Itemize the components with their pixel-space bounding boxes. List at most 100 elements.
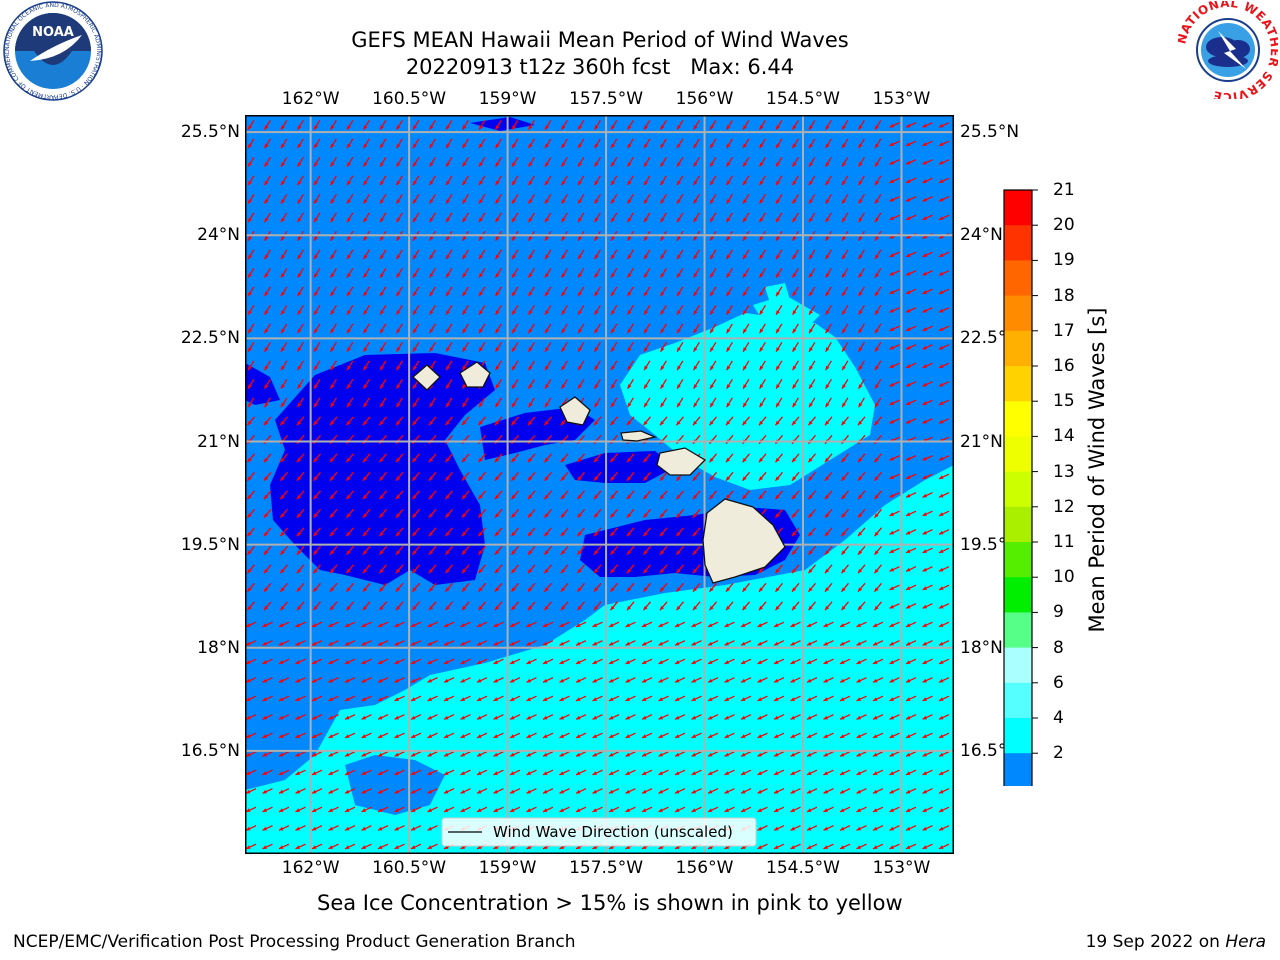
direction-arrow-head bbox=[446, 328, 450, 334]
direction-arrow-head bbox=[528, 273, 533, 278]
direction-arrow-head bbox=[544, 568, 549, 574]
direction-arrow-head bbox=[264, 457, 269, 463]
field-lt2s-north bbox=[470, 117, 535, 131]
direction-arrow-head bbox=[726, 199, 731, 204]
direction-arrow-head bbox=[592, 697, 597, 701]
direction-arrow-head bbox=[510, 771, 515, 775]
direction-arrow-head bbox=[412, 476, 417, 481]
direction-arrow-head bbox=[792, 384, 797, 389]
direction-arrow-head bbox=[825, 125, 830, 130]
direction-arrow-head bbox=[297, 328, 302, 334]
direction-arrow-head bbox=[561, 162, 566, 167]
direction-arrow-head bbox=[825, 199, 830, 204]
direction-arrow-head bbox=[642, 752, 647, 757]
direction-arrow-head bbox=[677, 347, 681, 352]
direction-arrow-head bbox=[906, 586, 911, 590]
direction-arrow-head bbox=[627, 476, 632, 481]
direction-arrow-head bbox=[347, 254, 351, 260]
direction-arrow-head bbox=[906, 456, 911, 461]
direction-arrow-head bbox=[279, 678, 284, 683]
direction-arrow-head bbox=[262, 789, 267, 794]
direction-arrow-head bbox=[774, 752, 779, 757]
direction-arrow-head bbox=[922, 364, 927, 368]
direction-arrow-head bbox=[462, 457, 467, 463]
direction-arrow-head bbox=[559, 752, 564, 757]
direction-arrow-head bbox=[394, 715, 399, 720]
colorbar-tick-label: 8 bbox=[1053, 637, 1064, 658]
direction-arrow-head bbox=[743, 162, 747, 167]
direction-arrow-head bbox=[493, 789, 498, 794]
direction-arrow-head bbox=[759, 476, 764, 481]
lat-tick-label: 25.5°N bbox=[180, 122, 240, 143]
direction-arrow-head bbox=[445, 587, 450, 592]
direction-arrow-head bbox=[330, 605, 335, 611]
direction-arrow-head bbox=[710, 143, 714, 149]
direction-arrow-head bbox=[660, 365, 665, 371]
direction-arrow-head bbox=[856, 789, 861, 794]
direction-arrow-head bbox=[330, 199, 335, 204]
direction-arrow-head bbox=[675, 789, 680, 794]
hawaiian-islands bbox=[412, 361, 786, 584]
direction-arrow-head bbox=[328, 771, 333, 775]
direction-arrow-head bbox=[576, 641, 581, 646]
direction-arrow-head bbox=[313, 605, 318, 611]
direction-arrow-head bbox=[759, 162, 764, 167]
colorbar-tick-label: 9 bbox=[1053, 602, 1064, 623]
direction-arrow-head bbox=[906, 641, 911, 646]
direction-arrow-head bbox=[297, 568, 302, 574]
direction-arrow-head bbox=[528, 494, 533, 500]
direction-arrow-head bbox=[906, 623, 911, 627]
field-lt2s-kauai bbox=[245, 363, 280, 405]
direction-arrow-head bbox=[939, 734, 944, 738]
direction-arrow-head bbox=[578, 365, 582, 371]
direction-arrow-head bbox=[248, 402, 252, 408]
direction-arrow-head bbox=[313, 587, 318, 592]
direction-arrow-head bbox=[413, 402, 417, 408]
direction-arrow-head bbox=[858, 384, 863, 389]
direction-arrow-head bbox=[512, 347, 516, 352]
direction-arrow-head bbox=[742, 457, 747, 463]
direction-arrow-head bbox=[757, 678, 762, 683]
direction-arrow-head bbox=[262, 752, 267, 757]
direction-arrow-head bbox=[627, 457, 632, 463]
direction-arrow-head bbox=[627, 199, 632, 204]
direction-arrow-head bbox=[526, 752, 531, 757]
direction-arrow-head bbox=[594, 273, 599, 278]
direction-arrow-head bbox=[248, 125, 252, 130]
direction-arrow-head bbox=[345, 641, 350, 646]
direction-arrow-head bbox=[743, 143, 747, 149]
direction-arrow-head bbox=[330, 420, 335, 426]
direction-arrow-head bbox=[875, 328, 879, 334]
direction-arrow-head bbox=[660, 494, 665, 500]
direction-arrow-head bbox=[262, 678, 267, 683]
direction-arrow-head bbox=[856, 715, 861, 720]
direction-arrow-head bbox=[677, 254, 681, 260]
direction-arrow-head bbox=[840, 789, 845, 794]
direction-arrow-head bbox=[394, 697, 399, 701]
direction-arrow-head bbox=[759, 125, 764, 130]
direction-arrow-head bbox=[429, 531, 434, 537]
direction-arrow-head bbox=[776, 199, 780, 204]
direction-arrow-head bbox=[823, 623, 828, 627]
direction-arrow-head bbox=[594, 531, 599, 537]
direction-arrow-head bbox=[609, 623, 614, 627]
direction-arrow-head bbox=[792, 420, 797, 426]
direction-arrow-head bbox=[493, 752, 498, 757]
direction-arrow-head bbox=[314, 236, 318, 241]
direction-arrow-head bbox=[460, 678, 465, 683]
direction-arrow-head bbox=[889, 364, 894, 368]
direction-arrow-head bbox=[677, 217, 681, 223]
direction-arrow-head bbox=[411, 715, 416, 720]
direction-arrow-head bbox=[922, 623, 927, 627]
direction-arrow-head bbox=[396, 310, 401, 315]
direction-arrow-head bbox=[247, 420, 252, 426]
direction-arrow-head bbox=[611, 291, 615, 297]
direction-arrow-head bbox=[446, 143, 450, 149]
direction-arrow-head bbox=[741, 734, 746, 738]
direction-arrow-head bbox=[495, 568, 500, 574]
direction-arrow-head bbox=[279, 752, 284, 757]
direction-arrow-head bbox=[477, 771, 482, 775]
direction-arrow-head bbox=[774, 623, 779, 627]
direction-arrow-head bbox=[412, 568, 417, 574]
colorbar-label: Mean Period of Wind Waves [s] bbox=[1085, 307, 1109, 633]
